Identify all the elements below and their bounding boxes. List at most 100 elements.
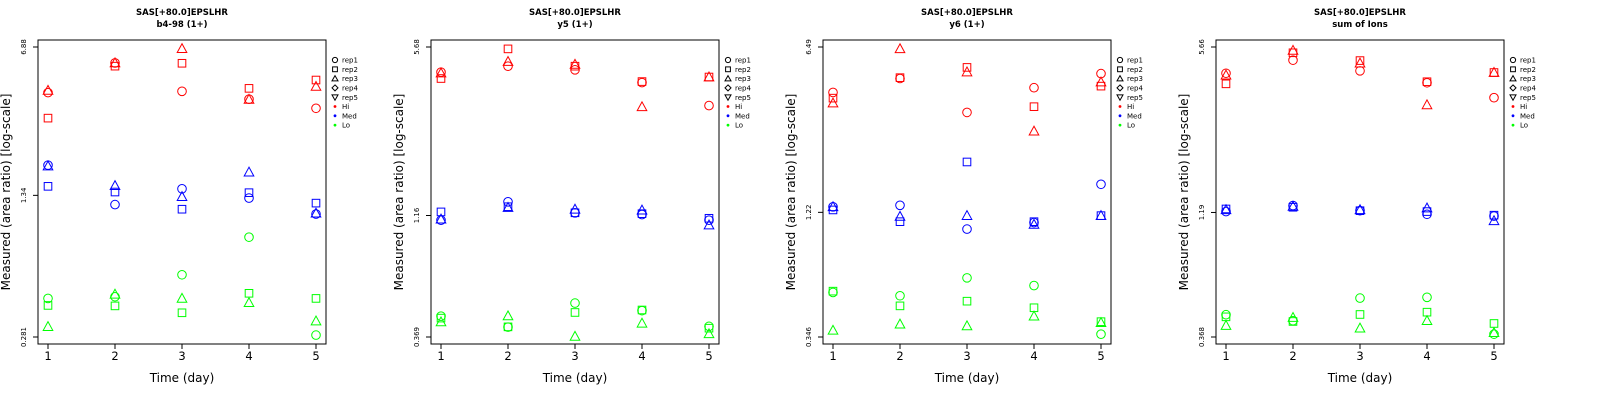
legend-symbol-rep1 xyxy=(331,56,339,64)
data-point-med-rep2-day3 xyxy=(962,157,972,167)
data-point-hi-rep3-day3 xyxy=(176,42,188,54)
data-point-lo-rep3-day5 xyxy=(1095,316,1107,327)
legend-label-rep1: rep1 xyxy=(342,57,358,65)
data-point-hi-rep3-day5 xyxy=(1488,66,1500,77)
data-point-lo-rep3-day3 xyxy=(961,319,973,331)
legend-label-rep1: rep1 xyxy=(1127,57,1143,65)
legend-label-med: Med xyxy=(735,112,750,120)
data-point-med-rep3-day5 xyxy=(1095,209,1107,220)
data-point-hi-rep2-day1 xyxy=(828,93,838,103)
x-axis-label: Time (day) xyxy=(149,371,215,385)
plot-area-frame xyxy=(822,39,1112,345)
legend-label-rep4: rep4 xyxy=(1520,85,1536,93)
data-point-med-rep1-day5 xyxy=(311,209,321,219)
data-point-hi-rep2-day2 xyxy=(110,61,120,71)
data-point-hi-rep1-day5 xyxy=(1489,92,1499,103)
data-point-med-rep1-day2 xyxy=(503,196,513,207)
data-point-med-rep2-day2 xyxy=(1288,202,1298,212)
data-point-hi-rep3-day5 xyxy=(310,80,322,91)
panel-subtitle: y5 (1+) xyxy=(557,20,592,30)
legend-label-hi: Hi xyxy=(1520,103,1527,111)
data-point-lo-rep1-day4 xyxy=(1422,292,1432,303)
legend-label-rep5: rep5 xyxy=(1127,94,1143,102)
data-point-med-rep1-day2 xyxy=(110,199,120,210)
x-tick-label: 1 xyxy=(1222,349,1229,363)
x-tick-label: 4 xyxy=(245,349,252,363)
data-point-med-rep3-day3 xyxy=(961,209,973,220)
data-point-lo-rep2-day2 xyxy=(110,301,120,311)
data-point-med-rep2-day1 xyxy=(828,205,838,215)
panel-4: SAS[+80.0]EPSLHR sum of Ions 1 2 3 4 5 5.66 1.19… xyxy=(1177,8,1536,385)
legend-label-rep2: rep2 xyxy=(342,66,358,74)
data-point-med-rep1-day4 xyxy=(244,193,254,203)
legend-label-rep1: rep1 xyxy=(735,57,751,65)
data-point-hi-rep2-day1 xyxy=(43,113,53,123)
data-point-med-rep3-day5 xyxy=(310,207,322,218)
legend-label-rep2: rep2 xyxy=(1520,66,1536,74)
legend-label-rep2: rep2 xyxy=(1127,66,1143,74)
x-tick-label: 5 xyxy=(1097,349,1104,363)
legend-label-med: Med xyxy=(342,112,357,120)
legend-label-rep5: rep5 xyxy=(1520,94,1536,102)
data-point-lo-rep3-day4 xyxy=(1028,310,1040,321)
panel-subtitle: sum of Ions xyxy=(1332,20,1388,30)
x-tick-label: 3 xyxy=(963,349,970,363)
y-tick-label: 0.368 xyxy=(1198,327,1206,347)
data-point-med-rep3-day3 xyxy=(1354,203,1366,215)
data-point-med-rep2-day3 xyxy=(177,204,187,214)
x-tick-label: 2 xyxy=(1289,349,1296,363)
data-point-med-rep1-day1 xyxy=(1221,206,1231,217)
data-point-lo-rep1-day2 xyxy=(503,322,513,332)
legend-symbol-hi xyxy=(1118,105,1122,108)
legend-label-lo: Lo xyxy=(1520,122,1528,130)
panel-title: SAS[+80.0]EPSLHR xyxy=(136,8,228,18)
data-point-lo-rep1-day5 xyxy=(311,330,321,340)
legend-label-rep3: rep3 xyxy=(735,75,751,83)
data-point-lo-rep1-day1 xyxy=(1221,309,1231,320)
data-point-hi-rep2-day5 xyxy=(311,75,321,85)
y-tick-label: 6.49 xyxy=(805,39,813,55)
data-point-med-rep2-day5 xyxy=(1489,210,1499,220)
legend-symbol-rep1 xyxy=(1116,56,1124,64)
data-point-hi-rep2-day4 xyxy=(637,77,647,86)
data-point-hi-rep2-day3 xyxy=(962,63,972,72)
legend-label-rep4: rep4 xyxy=(1127,85,1143,93)
x-axis-label: Time (day) xyxy=(934,371,1000,385)
data-point-hi-rep3-day1 xyxy=(435,67,447,78)
x-axis-label: Time (day) xyxy=(1327,371,1393,385)
data-point-hi-rep3-day4 xyxy=(636,100,648,112)
y-tick-label: 0.281 xyxy=(20,327,28,347)
legend-symbol-rep3 xyxy=(331,74,339,82)
y-tick-label: 5.68 xyxy=(413,39,421,55)
data-point-med-rep1-day4 xyxy=(1422,209,1432,220)
legend-label-hi: Hi xyxy=(342,103,349,111)
data-point-hi-rep1-day4 xyxy=(1029,82,1039,93)
data-point-lo-rep3-day1 xyxy=(42,320,54,331)
data-point-med-rep3-day5 xyxy=(1488,214,1500,226)
legend-symbol-rep2 xyxy=(1510,66,1516,73)
data-point-lo-rep3-day2 xyxy=(502,309,514,321)
data-point-hi-rep3-day4 xyxy=(1028,125,1040,136)
panel-subtitle: y6 (1+) xyxy=(949,20,984,30)
data-point-hi-rep1-day1 xyxy=(43,87,53,98)
y-tick-label: 1.19 xyxy=(1198,205,1206,221)
data-point-hi-rep1-day1 xyxy=(1221,68,1231,79)
data-point-lo-rep3-day2 xyxy=(109,288,121,299)
data-point-hi-rep3-day2 xyxy=(109,56,121,68)
data-point-lo-rep2-day1 xyxy=(43,301,53,310)
data-point-lo-rep3-day5 xyxy=(703,327,715,339)
legend-symbol-hi xyxy=(333,105,337,108)
data-point-lo-rep2-day5 xyxy=(311,294,321,303)
data-point-hi-rep1-day2 xyxy=(1288,55,1298,65)
legend-symbol-rep3 xyxy=(724,74,732,82)
y-axis-label: Measured (area ratio) [log-scale] xyxy=(784,94,798,291)
data-point-med-rep3-day3 xyxy=(569,203,581,214)
data-point-lo-rep3-day5 xyxy=(310,315,322,326)
legend-symbol-rep3 xyxy=(1509,74,1517,82)
data-point-lo-rep2-day2 xyxy=(895,301,905,311)
y-tick-label: 1.16 xyxy=(413,207,421,223)
data-point-lo-rep2-day3 xyxy=(1355,310,1365,319)
data-point-lo-rep3-day3 xyxy=(1354,322,1366,333)
